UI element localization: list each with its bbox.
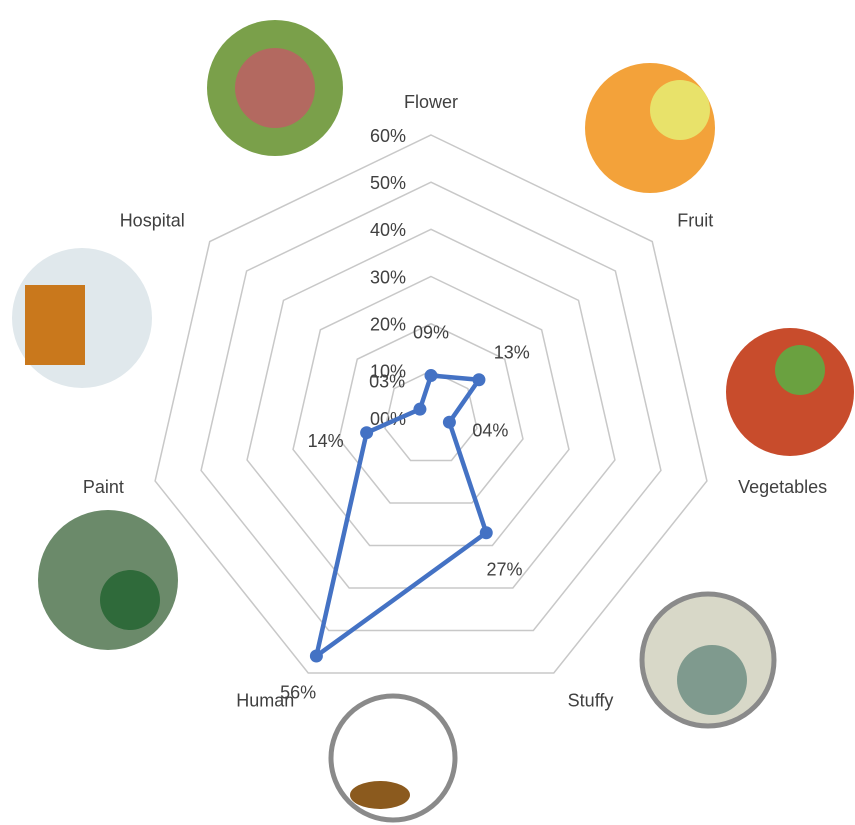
tick-label: 30% bbox=[370, 267, 406, 287]
value-label: 56% bbox=[280, 683, 316, 703]
category-label: Human bbox=[236, 691, 294, 711]
data-point bbox=[472, 373, 486, 387]
tick-label: 20% bbox=[370, 314, 406, 334]
grid-ring bbox=[200, 181, 662, 632]
stuffy-image-detail bbox=[677, 645, 747, 715]
tick-label: 50% bbox=[370, 173, 406, 193]
grid-ring bbox=[154, 134, 708, 674]
tick-label: 10% bbox=[370, 362, 406, 382]
data-point bbox=[413, 402, 427, 416]
tick-label: 60% bbox=[370, 126, 406, 146]
illustrations bbox=[12, 20, 854, 823]
category-label: Fruit bbox=[677, 210, 713, 230]
data-point bbox=[424, 369, 438, 383]
category-label: Vegetables bbox=[738, 477, 827, 497]
data-point bbox=[360, 426, 374, 440]
grid-ring bbox=[338, 322, 524, 504]
category-label: Flower bbox=[404, 92, 458, 112]
data-point bbox=[442, 415, 456, 429]
data-point bbox=[479, 526, 493, 540]
category-label: Stuffy bbox=[568, 691, 614, 711]
fruit-image-detail bbox=[650, 80, 710, 140]
value-label: 09% bbox=[413, 322, 449, 342]
value-label: 27% bbox=[486, 559, 522, 579]
grid-ring bbox=[246, 228, 616, 589]
human-image-detail bbox=[350, 781, 410, 809]
flower-image-detail bbox=[235, 48, 315, 128]
value-label: 14% bbox=[308, 431, 344, 451]
paint-image-detail bbox=[100, 570, 160, 630]
category-label: Hospital bbox=[120, 210, 185, 230]
series-line bbox=[314, 373, 489, 659]
vegetables-image-detail bbox=[775, 345, 825, 395]
hospital-image-detail bbox=[25, 285, 85, 365]
tick-label: 40% bbox=[370, 220, 406, 240]
grid-ring bbox=[292, 275, 570, 547]
data-point bbox=[309, 649, 323, 663]
value-label: 04% bbox=[472, 420, 508, 440]
value-label: 13% bbox=[494, 342, 530, 362]
category-label: Paint bbox=[83, 477, 124, 497]
value-label: 03% bbox=[369, 372, 405, 392]
